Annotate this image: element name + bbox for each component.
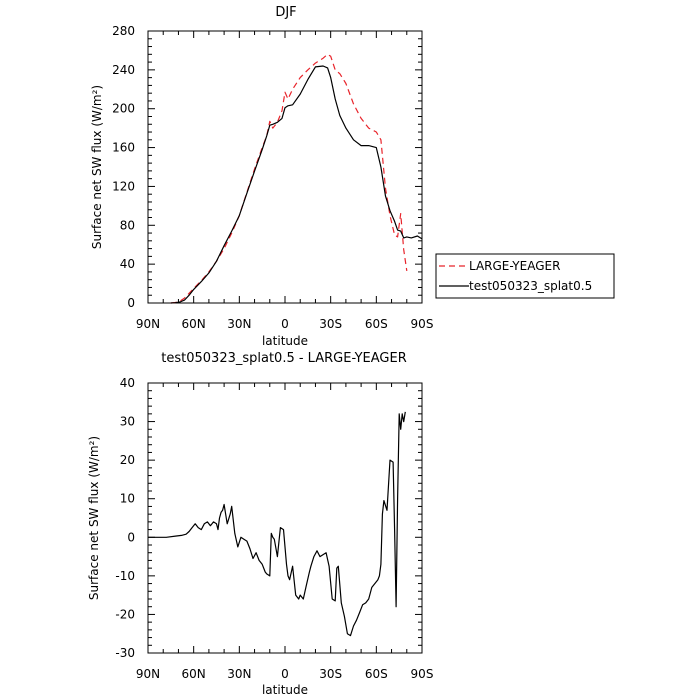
top-y-tick-label: 240 [112,63,135,77]
bottom-x-axis-label: latitude [262,683,308,697]
top-series-group [170,53,423,304]
bottom-panel: test050323_splat0.5 - LARGE-YEAGER 90N 60… [87,351,433,697]
top-y-tick-label: 0 [127,296,135,310]
bottom-x-tick-label: 0 [281,667,289,681]
bottom-x-tick-label: 30S [319,667,342,681]
top-y-tick-label: 200 [112,102,135,116]
top-y-axis-label: Surface net SW flux (W/m²) [90,85,104,249]
bottom-axis-ticks: 90N 60N 30N 0 30S 60S 90S -30 -20 -10 0 10 20 30 40 [115,376,433,681]
bottom-x-tick-label: 90S [411,667,434,681]
top-title: DJF [275,5,296,20]
top-x-tick-label: 60N [182,317,206,331]
top-x-tick-label: 60S [365,317,388,331]
bottom-y-axis-label: Surface net SW flux (W/m²) [87,436,101,600]
top-series-line-0 [170,53,408,304]
top-y-tick-label: 80 [120,218,135,232]
bottom-y-tick-label: 30 [120,415,135,429]
bottom-y-tick-label: 20 [120,453,135,467]
bottom-x-tick-label: 90N [136,667,160,681]
bottom-series-group [148,411,406,637]
top-x-axis-label: latitude [262,334,308,348]
top-x-tick-label: 30S [319,317,342,331]
top-x-tick-label: 90S [411,317,434,331]
top-y-tick-label: 280 [112,24,135,38]
top-panel: DJF 90N 60N 30N 0 30S 60S 90S 0 40 80 120 160 200 240… [90,5,615,348]
top-axis-ticks: 90N 60N 30N 0 30S 60S 90S 0 40 80 120 160 200 240 280 [112,24,433,331]
top-x-tick-label: 0 [281,317,289,331]
bottom-y-tick-label: 0 [127,530,135,544]
top-y-tick-label: 40 [120,257,135,271]
bottom-y-tick-label: 40 [120,376,135,390]
bottom-series-line-0 [148,411,406,637]
top-legend: LARGE-YEAGER test050323_splat0.5 [435,253,615,299]
bottom-y-tick-label: 10 [120,492,135,506]
legend-box [435,253,615,299]
legend-label-large-yeager: LARGE-YEAGER [469,259,560,273]
bottom-title: test050323_splat0.5 - LARGE-YEAGER [161,351,406,366]
top-y-tick-label: 120 [112,179,135,193]
bottom-y-tick-label: -10 [115,569,135,583]
bottom-x-tick-label: 60N [182,667,206,681]
bottom-x-tick-label: 60S [365,667,388,681]
bottom-x-tick-label: 30N [227,667,251,681]
bottom-y-tick-label: -30 [115,646,135,660]
top-x-tick-label: 30N [227,317,251,331]
top-y-tick-label: 160 [112,141,135,155]
bottom-plot-frame [147,382,423,654]
top-x-tick-label: 90N [136,317,160,331]
legend-label-test: test050323_splat0.5 [469,279,592,293]
top-series-line-1 [170,65,423,304]
bottom-y-tick-label: -20 [115,607,135,621]
